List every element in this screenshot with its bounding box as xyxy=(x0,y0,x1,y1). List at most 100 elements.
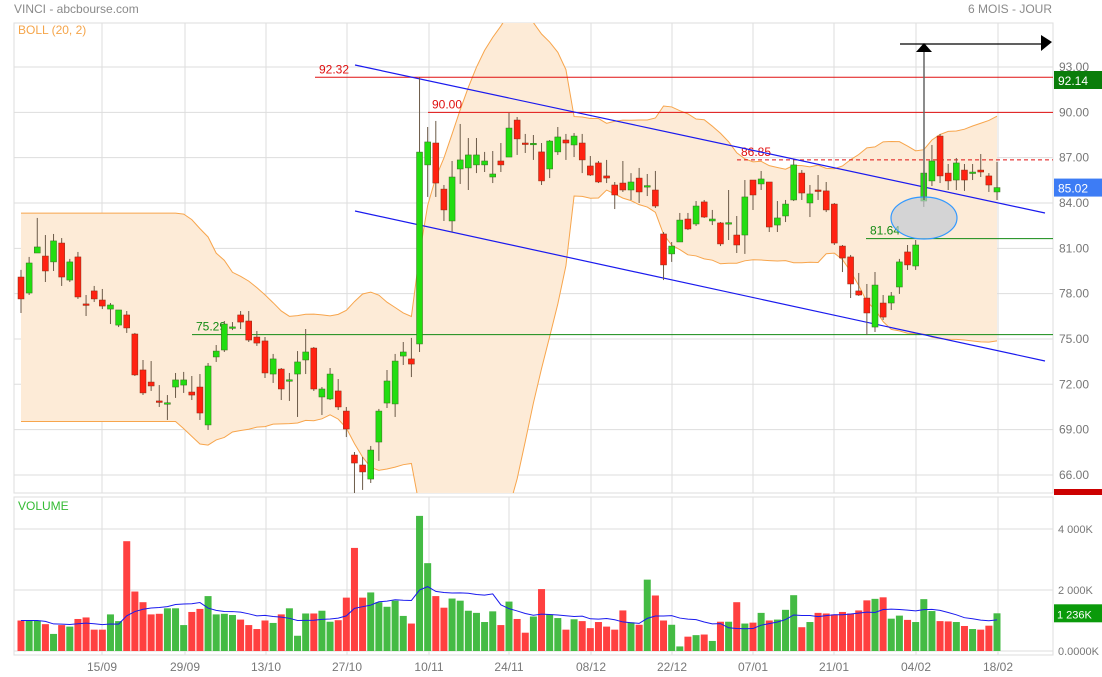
volume-bar xyxy=(684,636,692,651)
candle xyxy=(473,154,480,166)
candle xyxy=(17,276,25,300)
candle xyxy=(139,369,147,394)
volume-bar xyxy=(546,614,554,651)
candle xyxy=(587,165,594,176)
volume-bar xyxy=(969,629,977,651)
volume-bar xyxy=(619,610,627,651)
candles xyxy=(17,77,1001,493)
candle xyxy=(896,261,903,288)
volume-bar xyxy=(41,624,49,651)
candle xyxy=(391,360,399,405)
period-selector[interactable]: 6 MOIS - JOUR xyxy=(967,2,1052,16)
candle xyxy=(562,139,570,144)
volume-bar xyxy=(50,633,58,651)
volume-bar xyxy=(334,620,342,651)
volume-bar xyxy=(635,624,643,651)
x-tick-label: 29/09 xyxy=(170,660,200,674)
volume-bar xyxy=(285,608,293,651)
volume-bar xyxy=(993,613,1001,651)
volume-bar xyxy=(188,611,196,651)
axes: 15/09 29/09 13/10 27/10 10/11 24/11 08/12 22/12… xyxy=(87,60,1102,674)
candle xyxy=(578,142,586,161)
candle xyxy=(408,358,415,365)
candle xyxy=(448,176,456,222)
candle xyxy=(99,299,106,307)
candle xyxy=(359,464,366,473)
chart-title: VINCI - abcbourse.com xyxy=(14,2,139,16)
candle xyxy=(90,290,98,300)
candle xyxy=(684,218,692,230)
volume-bar xyxy=(627,622,635,651)
volume-bar xyxy=(472,612,480,651)
arrow-right-icon xyxy=(1041,35,1052,51)
volume-bar xyxy=(570,619,578,651)
candle xyxy=(888,295,895,304)
candle xyxy=(156,400,163,403)
candle xyxy=(635,177,643,193)
volume-panel-frame xyxy=(13,496,1054,656)
level-label: 75.29 xyxy=(196,320,226,334)
candle xyxy=(676,219,684,243)
price-tag xyxy=(1054,178,1102,197)
x-tick-label: 21/01 xyxy=(819,660,849,674)
volume-bar xyxy=(830,614,838,651)
candle xyxy=(644,185,651,188)
candle xyxy=(58,242,65,278)
x-tick-label: 13/10 xyxy=(251,660,281,674)
candle xyxy=(814,189,822,192)
candle xyxy=(928,160,936,182)
volume-bar xyxy=(497,625,505,651)
candle xyxy=(74,256,82,298)
candle xyxy=(310,347,318,390)
volume-bar xyxy=(58,625,66,651)
candle xyxy=(839,245,846,259)
channel-upper-line xyxy=(354,64,1046,214)
volume-bar xyxy=(204,596,212,651)
candle xyxy=(993,187,1001,193)
volume-bar xyxy=(123,541,131,651)
volume-bar xyxy=(212,614,220,651)
indicator-label: BOLL (20, 2) xyxy=(18,23,86,37)
candle xyxy=(367,449,374,480)
candle xyxy=(627,181,635,191)
volume-bar xyxy=(416,515,424,651)
candle xyxy=(806,193,814,204)
candle xyxy=(879,302,887,318)
y-tick-label: 93.00 xyxy=(1059,60,1089,74)
candle xyxy=(904,251,911,266)
volume-bar xyxy=(651,595,659,651)
volume-bar xyxy=(383,606,391,651)
volume-tag xyxy=(1054,604,1102,623)
candle xyxy=(302,351,309,361)
volume-bar xyxy=(155,613,163,651)
candle xyxy=(221,323,228,351)
price-tag xyxy=(1054,70,1102,89)
volume-bar xyxy=(529,616,537,651)
candle xyxy=(717,222,724,245)
volume-bar xyxy=(163,608,171,651)
candle xyxy=(538,151,545,182)
volume-bar xyxy=(440,607,448,651)
candle xyxy=(42,255,49,272)
trend-channel xyxy=(354,64,1046,362)
candle xyxy=(107,304,114,310)
volume-bar xyxy=(245,625,253,651)
arrow-up-icon xyxy=(916,43,932,52)
volume-bar xyxy=(359,597,367,651)
candle xyxy=(172,379,179,388)
candle xyxy=(871,284,879,328)
volume-bar xyxy=(936,621,944,651)
y-tick-label: 78.00 xyxy=(1059,287,1089,301)
bollinger-lower-line xyxy=(21,189,998,493)
x-tick-label: 18/02 xyxy=(983,660,1013,674)
level-label: 81.64 xyxy=(870,224,900,238)
candle xyxy=(660,233,667,266)
candle xyxy=(400,351,407,357)
volume-bar xyxy=(521,632,529,651)
volume-bar xyxy=(887,618,895,651)
volume-bar xyxy=(399,615,407,651)
candle xyxy=(570,135,578,146)
candle xyxy=(34,246,41,254)
volume-tick-label: 2 000K xyxy=(1058,585,1094,597)
y-tick-label: 75.00 xyxy=(1059,332,1089,346)
